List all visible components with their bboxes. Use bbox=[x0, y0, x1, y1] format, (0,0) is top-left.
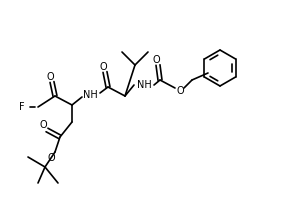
Text: F: F bbox=[19, 102, 25, 112]
Text: O: O bbox=[99, 62, 107, 72]
Text: O: O bbox=[46, 72, 54, 82]
Text: O: O bbox=[47, 153, 55, 163]
Text: O: O bbox=[152, 55, 160, 65]
Text: NH: NH bbox=[137, 80, 151, 90]
Text: O: O bbox=[176, 86, 184, 96]
Text: NH: NH bbox=[83, 90, 97, 100]
Text: O: O bbox=[39, 120, 47, 130]
